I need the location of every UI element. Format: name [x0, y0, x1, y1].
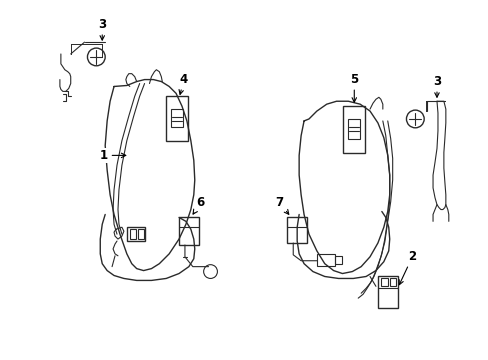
Bar: [126, 227, 144, 241]
Bar: [316, 254, 334, 266]
Bar: [380, 278, 387, 286]
Bar: [166, 96, 187, 141]
Bar: [389, 278, 395, 286]
Bar: [138, 229, 143, 239]
Bar: [343, 106, 365, 153]
Text: 6: 6: [193, 196, 204, 214]
Text: 4: 4: [179, 73, 188, 94]
Text: 7: 7: [275, 196, 288, 214]
Bar: [129, 229, 136, 239]
Bar: [179, 217, 198, 245]
Bar: [334, 256, 342, 264]
Bar: [287, 217, 306, 243]
Bar: [347, 119, 360, 139]
Text: 5: 5: [349, 73, 358, 102]
Bar: [171, 109, 183, 127]
Text: 2: 2: [398, 250, 416, 285]
Text: 3: 3: [98, 18, 106, 40]
Bar: [377, 276, 397, 308]
Text: 3: 3: [432, 75, 440, 97]
Text: 1: 1: [100, 149, 125, 162]
